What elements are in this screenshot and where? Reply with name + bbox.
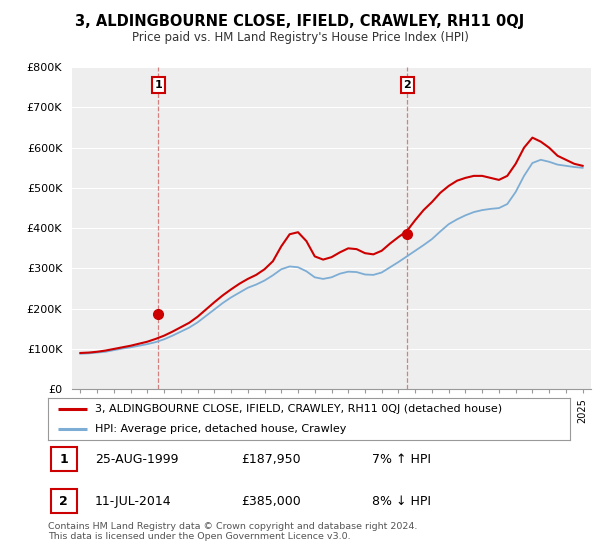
- Text: HPI: Average price, detached house, Crawley: HPI: Average price, detached house, Craw…: [95, 424, 346, 434]
- Text: £385,000: £385,000: [241, 495, 301, 508]
- Text: Price paid vs. HM Land Registry's House Price Index (HPI): Price paid vs. HM Land Registry's House …: [131, 31, 469, 44]
- Text: 3, ALDINGBOURNE CLOSE, IFIELD, CRAWLEY, RH11 0QJ: 3, ALDINGBOURNE CLOSE, IFIELD, CRAWLEY, …: [76, 14, 524, 29]
- Text: 11-JUL-2014: 11-JUL-2014: [95, 495, 172, 508]
- Text: 2: 2: [59, 495, 68, 508]
- Text: £187,950: £187,950: [241, 452, 301, 465]
- Text: 1: 1: [59, 452, 68, 465]
- Text: 7% ↑ HPI: 7% ↑ HPI: [371, 452, 431, 465]
- Text: 25-AUG-1999: 25-AUG-1999: [95, 452, 178, 465]
- Text: 8% ↓ HPI: 8% ↓ HPI: [371, 495, 431, 508]
- FancyBboxPatch shape: [50, 447, 77, 471]
- FancyBboxPatch shape: [50, 489, 77, 514]
- Text: Contains HM Land Registry data © Crown copyright and database right 2024.
This d: Contains HM Land Registry data © Crown c…: [48, 522, 418, 542]
- Text: 3, ALDINGBOURNE CLOSE, IFIELD, CRAWLEY, RH11 0QJ (detached house): 3, ALDINGBOURNE CLOSE, IFIELD, CRAWLEY, …: [95, 404, 502, 414]
- Text: 2: 2: [403, 80, 411, 90]
- Text: 1: 1: [154, 80, 162, 90]
